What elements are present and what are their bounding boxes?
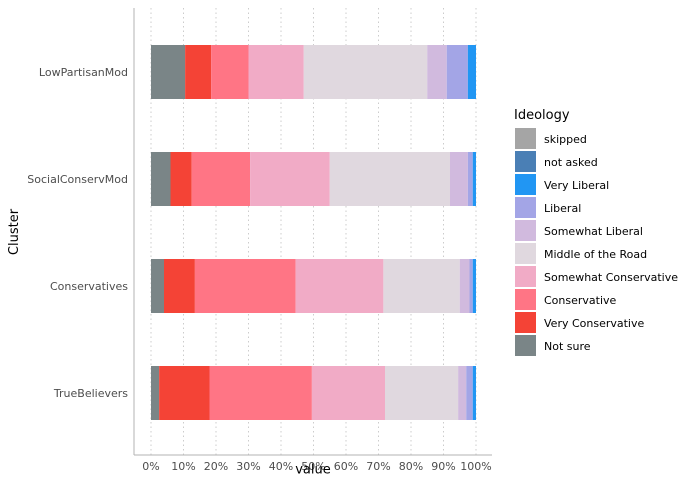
legend-label: Very Conservative xyxy=(544,317,645,330)
bar-segment xyxy=(472,366,476,420)
bar-segment xyxy=(295,259,384,313)
legend-swatch xyxy=(515,243,536,264)
bar-segment xyxy=(170,152,192,206)
bar-segment xyxy=(151,45,186,99)
bar-segment xyxy=(450,152,468,206)
x-tick-label: 50% xyxy=(301,460,325,473)
axes xyxy=(133,8,492,456)
x-tick-label: 60% xyxy=(334,460,358,473)
x-tick-label: 70% xyxy=(366,460,390,473)
bars xyxy=(151,45,476,420)
bar-segment xyxy=(151,259,164,313)
x-tick-label: 90% xyxy=(431,460,455,473)
bar-segment xyxy=(472,259,476,313)
bar-segment xyxy=(459,259,470,313)
bar-segment xyxy=(209,366,312,420)
bar-segment xyxy=(467,45,476,99)
bar-segment xyxy=(311,366,385,420)
bar-segment xyxy=(427,45,447,99)
y-tick-label: LowPartisanMod xyxy=(39,66,128,79)
legend-swatch xyxy=(515,197,536,218)
bar-segment xyxy=(446,45,468,99)
bar-segment xyxy=(458,366,467,420)
bar-segment xyxy=(248,45,304,99)
bar-segment xyxy=(164,259,195,313)
x-tick-label: 20% xyxy=(204,460,228,473)
bar-segment xyxy=(250,152,330,206)
x-tick-label: 40% xyxy=(269,460,293,473)
y-tick-label: SocialConservMod xyxy=(27,173,128,186)
legend-label: Middle of the Road xyxy=(544,248,647,261)
bar-segment xyxy=(211,45,249,99)
y-tick-label: Conservatives xyxy=(50,280,128,293)
x-axis-title: value xyxy=(295,463,331,478)
bar-segment xyxy=(194,259,296,313)
bar-segment xyxy=(151,152,171,206)
bar-segment xyxy=(329,152,450,206)
bar-segment xyxy=(159,366,210,420)
legend-swatch xyxy=(515,151,536,172)
x-tick-label: 80% xyxy=(399,460,423,473)
x-tick-label: 100% xyxy=(460,460,491,473)
legend-swatch xyxy=(515,312,536,333)
legend-label: Liberal xyxy=(544,202,581,215)
bar-segment xyxy=(151,366,160,420)
y-tick-label: TrueBelievers xyxy=(53,387,128,400)
y-axis-title: Cluster xyxy=(7,208,22,255)
bar-segment xyxy=(385,366,459,420)
legend-label: skipped xyxy=(544,133,587,146)
bar-segment xyxy=(469,259,473,313)
y-tick-labels: TrueBelievers Conservatives SocialConservM… xyxy=(27,66,128,400)
legend-swatch xyxy=(515,174,536,195)
legend-label: Not sure xyxy=(544,340,591,353)
bar-segment xyxy=(467,152,473,206)
bar-segment xyxy=(383,259,460,313)
bar-segment xyxy=(466,366,473,420)
legend-swatch xyxy=(515,335,536,356)
x-tick-labels: 0% 10% 20% 30% 40% 50% 60% 70% 80% 90% 100% xyxy=(142,460,491,473)
bar-segment xyxy=(472,152,476,206)
legend-label: Conservative xyxy=(544,294,617,307)
legend: Ideology skipped not asked Very Liberal Lib… xyxy=(514,108,678,356)
legend-label: not asked xyxy=(544,156,598,169)
legend-label: Very Liberal xyxy=(544,179,609,192)
legend-title: Ideology xyxy=(514,108,570,123)
x-tick-label: 10% xyxy=(171,460,195,473)
legend-swatch xyxy=(515,128,536,149)
legend-label: Somewhat Liberal xyxy=(544,225,643,238)
legend-swatch xyxy=(515,266,536,287)
legend-label: Somewhat Conservative xyxy=(544,271,678,284)
bar-segment xyxy=(185,45,212,99)
legend-swatch xyxy=(515,289,536,310)
x-tick-label: 0% xyxy=(142,460,159,473)
bar-segment xyxy=(303,45,428,99)
legend-swatch xyxy=(515,220,536,241)
x-tick-label: 30% xyxy=(236,460,260,473)
bar-segment xyxy=(191,152,251,206)
